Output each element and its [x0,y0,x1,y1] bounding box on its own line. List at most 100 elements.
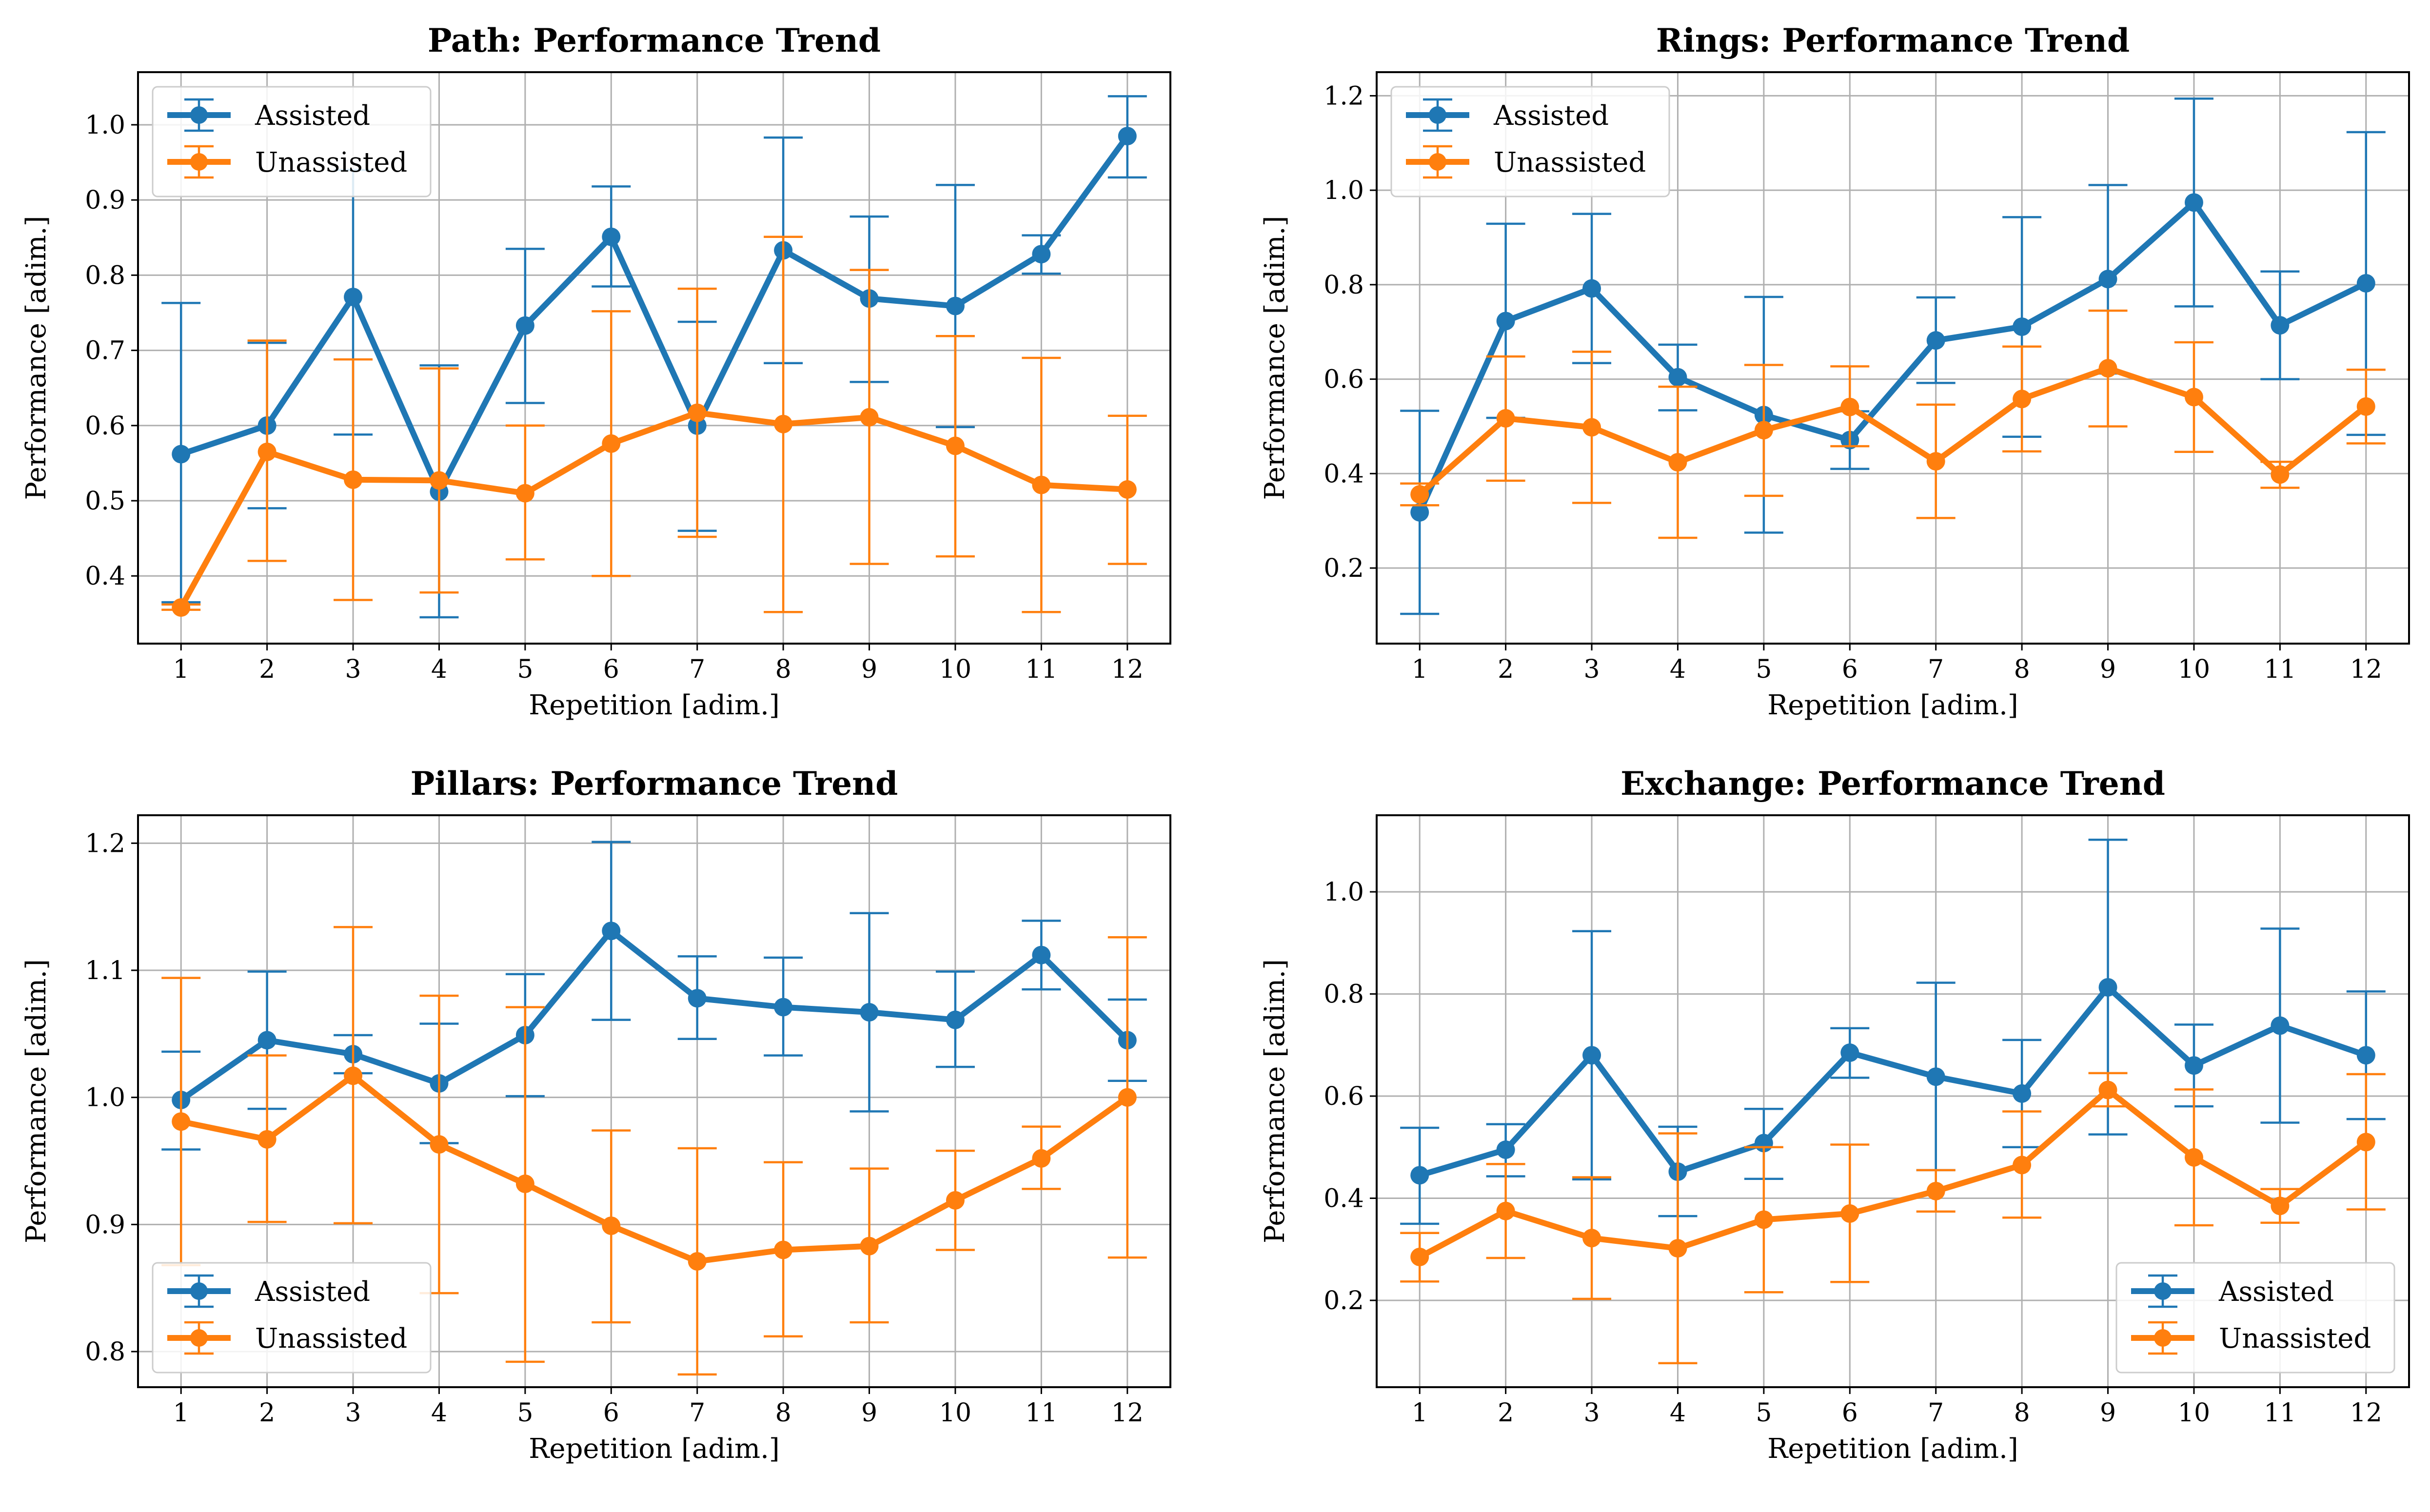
data-point [1840,1204,1859,1223]
data-point [2356,274,2375,293]
x-tick-label: 2 [259,1398,275,1428]
data-point [2098,1080,2117,1100]
chart-title: Rings: Performance Trend [1656,21,2130,59]
legend-label-assisted: Assisted [255,1276,370,1308]
data-point [172,445,191,464]
x-tick-label: 8 [775,1398,791,1428]
data-point [1926,452,1945,471]
legend: Assisted Unassisted [152,86,432,197]
data-point [860,1237,879,1256]
data-point [602,227,621,246]
data-point [1032,945,1051,964]
data-point [688,403,707,422]
legend-marker [190,1329,208,1347]
data-point [515,316,534,335]
series-unassisted [1400,309,2386,539]
legend-label-assisted: Assisted [2218,1276,2334,1308]
y-axis-label: Performance [adim.] [20,959,52,1243]
legend-label-assisted: Assisted [255,100,370,132]
data-point [344,1066,363,1085]
x-tick-label: 4 [431,1398,447,1428]
data-point [602,922,621,941]
y-tick-label: 0.7 [85,336,125,366]
chart-title: Pillars: Performance Trend [411,765,898,803]
series-line [1417,199,2368,514]
x-tick-label: 10 [939,655,971,684]
x-tick-label: 8 [2014,655,2030,684]
y-tick-label: 0.9 [85,186,125,215]
series-unassisted [161,236,1147,617]
data-point [860,408,879,427]
legend: Assisted Unassisted [1390,86,1670,197]
y-tick-label: 1.0 [1324,176,1364,205]
y-axis-label: Performance [adim.] [20,216,52,500]
x-tick-label: 5 [1756,1398,1772,1428]
data-point [1118,480,1137,499]
data-point [1496,312,1515,331]
data-point [1032,245,1051,264]
data-point [430,1135,449,1154]
x-tick-label: 4 [431,655,447,684]
data-point [1668,368,1687,387]
x-tick-label: 10 [939,1398,971,1428]
x-tick-label: 6 [603,655,619,684]
y-tick-label: 1.2 [85,829,125,858]
chart-panel-2: 1 2 3 4 5 6 7 8 9 10 11 120.20.40.60.81.01.2Rings: … [1259,21,2410,721]
data-point [1032,1149,1051,1168]
data-point [430,471,449,490]
series-line [180,1073,1129,1264]
x-tick-label: 6 [1842,655,1858,684]
legend-marker [1429,106,1446,124]
data-point [257,442,277,461]
x-axis-label: Repetition [adim.] [1767,689,2018,721]
data-point [1410,1166,1429,1185]
data-point [1840,397,1859,416]
x-tick-label: 10 [2178,655,2210,684]
x-tick-label: 11 [2264,1398,2296,1428]
data-point [2356,397,2375,416]
x-tick-label: 7 [1928,1398,1944,1428]
data-point [1582,1046,1601,1065]
data-point [602,1216,621,1235]
data-point [1668,1239,1687,1258]
series-line [179,928,1130,1102]
y-tick-label: 0.8 [85,1337,125,1367]
legend: Assisted Unassisted [152,1262,432,1374]
x-tick-label: 11 [1025,1398,1057,1428]
legend-marker [190,1282,208,1300]
data-point [515,484,534,503]
y-tick-label: 0.5 [85,487,125,516]
axes-frame [137,814,1171,1388]
data-point [2098,359,2117,378]
legend-marker [1429,153,1446,171]
legend-marker [2154,1282,2172,1300]
data-point [2013,1084,2032,1103]
data-point [946,1010,965,1029]
x-tick-label: 2 [1498,655,1514,684]
chart-panel-1: 1 2 3 4 5 6 7 8 9 10 11 120.40.50.60.70.80.91.0Path… [20,21,1171,721]
data-point [946,1191,965,1210]
y-tick-label: 0.6 [85,412,125,441]
x-tick-label: 10 [2178,1398,2210,1428]
series-unassisted [1400,1072,2386,1365]
data-point [1496,409,1515,428]
legend-marker [190,106,208,124]
x-tick-label: 12 [1111,1398,1144,1428]
x-tick-label: 3 [1583,655,1600,684]
data-point [1582,418,1601,437]
x-tick-label: 9 [2100,1398,2116,1428]
data-point [344,470,363,489]
data-point [1926,1067,1945,1086]
x-tick-label: 3 [345,1398,361,1428]
data-point [774,1240,793,1259]
x-tick-label: 12 [2350,1398,2382,1428]
data-point [344,288,363,307]
x-tick-label: 8 [775,655,791,684]
data-point [1668,453,1687,472]
y-tick-label: 0.8 [1324,980,1364,1009]
data-point [1754,1210,1773,1229]
data-point [172,1112,191,1131]
chart-title: Path: Performance Trend [428,21,881,59]
data-point [2271,1197,2290,1216]
